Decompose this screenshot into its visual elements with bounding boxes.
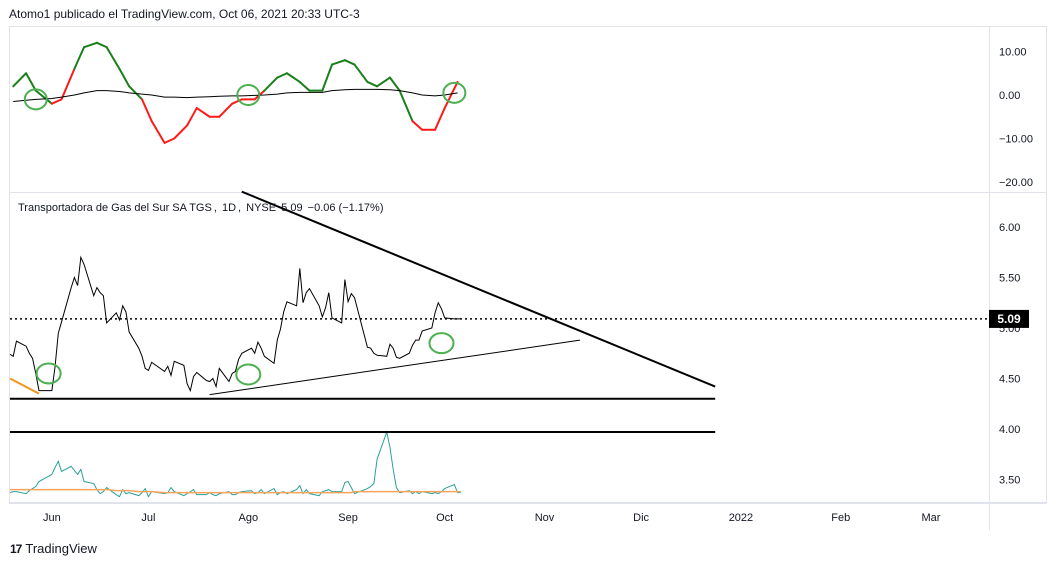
osc-tick-label: 10.00 — [999, 47, 1027, 59]
osc-tick-label: −20.00 — [999, 177, 1033, 189]
price-tick-label: 4.50 — [999, 374, 1020, 386]
symbol-interval: 1D — [221, 202, 237, 214]
oscillator-segment — [105, 46, 121, 70]
oscillator-segment — [331, 59, 346, 66]
oscillator-segment — [186, 107, 198, 127]
resistance-trendline — [241, 190, 716, 388]
osc-tick-label: −10.00 — [999, 134, 1033, 146]
time-tick-label: Dic — [633, 512, 649, 524]
oscillator-segment — [118, 67, 131, 88]
oscillator-segment — [12, 72, 28, 88]
oscillator-segment — [50, 98, 63, 105]
oscillator-segment — [173, 124, 189, 140]
price-pattern-marker — [35, 362, 62, 385]
oscillator-segment — [128, 85, 144, 101]
last-price-badge — [989, 309, 1029, 328]
support-trendline — [209, 339, 581, 396]
time-tick-label: Sep — [338, 512, 358, 524]
oscillator-segment — [95, 41, 108, 49]
oscillator-segment — [434, 107, 446, 131]
oscillator-segment — [376, 76, 391, 88]
publication-header: Atomo1 publicado el TradingView.com, Oct… — [9, 7, 360, 21]
price-pattern-marker — [428, 332, 455, 355]
time-tick-label: Ago — [238, 512, 258, 524]
oscillator-segment — [276, 72, 288, 79]
oscillator-segment — [73, 46, 86, 70]
oscillator-segment — [150, 120, 166, 144]
footer-brand-text: TradingView — [25, 541, 97, 556]
oscillator-segment — [25, 72, 37, 92]
oscillator-cross-marker — [442, 81, 467, 104]
time-tick-label: Oct — [436, 512, 453, 524]
oscillator-cross-marker — [23, 88, 48, 111]
time-tick-label: Feb — [831, 512, 850, 524]
symbol-exchange: NYSE — [246, 202, 277, 214]
oscillator-segment — [366, 80, 379, 88]
oscillator-segment — [388, 76, 401, 92]
symbol-name: Transportadora de Gas del Sur SA TGS — [18, 202, 212, 214]
price-tick-label: 5.50 — [999, 273, 1020, 285]
time-tick-label: Mar — [921, 512, 940, 524]
axes: 10.000.00−10.00−20.006.005.505.004.504.0… — [43, 47, 1033, 525]
oscillator-segment — [411, 120, 424, 131]
oscillator-signal-line — [13, 88, 458, 103]
chart-frame — [9, 26, 1047, 503]
symbol-change: −0.06 (−1.17%) — [307, 202, 384, 214]
price-tick-label: 4.00 — [999, 424, 1020, 436]
oscillator-pane — [12, 41, 467, 144]
symbol-legend: Transportadora de Gas del Sur SA TGS, 1D… — [18, 202, 384, 214]
oscillator-segment — [321, 63, 333, 92]
oscillator-segment — [298, 80, 311, 92]
time-tick-label: Nov — [535, 512, 555, 524]
volume-line — [9, 430, 461, 498]
price-pane — [9, 190, 989, 498]
oscillator-cross-marker — [236, 84, 261, 106]
tradingview-logo-icon: 17 — [10, 541, 22, 556]
oscillator-segment — [263, 76, 279, 92]
volume-ma-line — [10, 488, 461, 494]
oscillator-segment — [398, 89, 414, 123]
oscillator-segment — [163, 137, 176, 144]
oscillator-segment — [231, 98, 243, 105]
oscillator-segment — [353, 63, 369, 83]
time-tick-label: 2022 — [729, 512, 753, 524]
price-tick-label: 3.50 — [999, 475, 1020, 487]
price-line — [9, 255, 461, 393]
footer-branding[interactable]: 17 TradingView — [10, 541, 97, 556]
oscillator-segment — [141, 98, 153, 123]
oscillator-segment — [60, 67, 76, 101]
oscillator-segment — [195, 107, 211, 118]
price-pattern-marker — [235, 363, 262, 386]
last-price-badge-text: 5.09 — [997, 312, 1021, 326]
oscillator-segment — [285, 72, 301, 83]
oscillator-segment — [34, 89, 53, 105]
time-tick-label: Jun — [43, 512, 61, 524]
oscillator-segment — [443, 80, 459, 110]
oscillator-segment — [343, 59, 356, 66]
price-tick-label: 6.00 — [999, 222, 1020, 234]
oscillator-segment — [83, 41, 98, 49]
osc-tick-label: 0.00 — [999, 90, 1020, 102]
time-tick-label: Jul — [141, 512, 155, 524]
oscillator-segment — [218, 102, 234, 118]
orange-support-line — [9, 377, 40, 395]
